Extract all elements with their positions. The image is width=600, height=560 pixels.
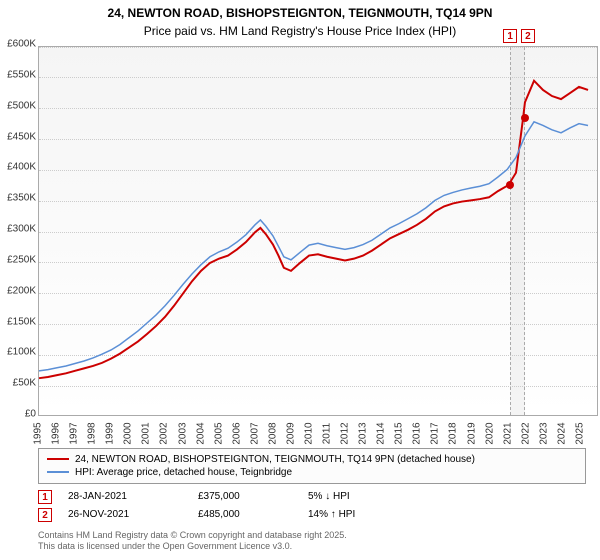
x-axis-tick: 1997 <box>69 422 80 444</box>
sale-hpi-delta: 5% ↓ HPI <box>308 491 418 502</box>
sale-price: £485,000 <box>198 509 308 520</box>
x-axis-tick: 2003 <box>177 422 188 444</box>
sale-hpi-delta: 14% ↑ HPI <box>308 509 418 520</box>
x-axis-tick: 2006 <box>231 422 242 444</box>
y-axis-tick: £250K <box>0 254 36 265</box>
footer-line2: This data is licensed under the Open Gov… <box>38 541 586 553</box>
y-axis-tick: £600K <box>0 39 36 50</box>
legend-label: 24, NEWTON ROAD, BISHOPSTEIGNTON, TEIGNM… <box>75 454 475 465</box>
x-axis-tick: 2019 <box>466 422 477 444</box>
x-axis-tick: 2008 <box>267 422 278 444</box>
legend-swatch <box>47 458 69 460</box>
x-axis-tick: 2018 <box>448 422 459 444</box>
sales-table: 1 28-JAN-2021£375,0005% ↓ HPI 2 26-NOV-2021… <box>38 488 586 524</box>
x-axis-tick: 2004 <box>195 422 206 444</box>
x-axis-tick: 2020 <box>484 422 495 444</box>
y-axis-tick: £300K <box>0 224 36 235</box>
y-axis-tick: £150K <box>0 316 36 327</box>
x-axis-tick: 2007 <box>249 422 260 444</box>
x-axis-tick: 2023 <box>538 422 549 444</box>
y-axis-tick: £0 <box>0 409 36 420</box>
legend-item: HPI: Average price, detached house, Teig… <box>47 466 577 479</box>
y-axis-tick: £500K <box>0 100 36 111</box>
legend-box: 24, NEWTON ROAD, BISHOPSTEIGNTON, TEIGNM… <box>38 448 586 484</box>
x-axis-tick: 2017 <box>430 422 441 444</box>
x-axis-tick: 2000 <box>123 422 134 444</box>
x-axis-tick: 2012 <box>340 422 351 444</box>
x-axis-tick: 2021 <box>502 422 513 444</box>
sale-row: 2 26-NOV-2021£485,00014% ↑ HPI <box>38 506 586 524</box>
chart-plot-area: 12 <box>38 46 598 416</box>
y-axis-tick: £200K <box>0 285 36 296</box>
x-axis-tick: 2010 <box>303 422 314 444</box>
x-axis-tick: 2024 <box>556 422 567 444</box>
chart-container: 24, NEWTON ROAD, BISHOPSTEIGNTON, TEIGNM… <box>0 0 600 560</box>
x-axis-tick: 1998 <box>87 422 98 444</box>
y-axis-tick: £100K <box>0 347 36 358</box>
sale-price: £375,000 <box>198 491 308 502</box>
x-axis-tick: 2011 <box>322 423 333 445</box>
sale-marker-flag: 2 <box>521 29 535 43</box>
y-axis-tick: £450K <box>0 131 36 142</box>
sale-date: 26-NOV-2021 <box>68 509 198 520</box>
x-axis-tick: 2005 <box>213 422 224 444</box>
y-axis-tick: £350K <box>0 193 36 204</box>
sale-number-box: 1 <box>38 490 52 504</box>
x-axis-tick: 2015 <box>394 422 405 444</box>
x-axis-tick: 2001 <box>141 422 152 444</box>
legend-label: HPI: Average price, detached house, Teig… <box>75 467 292 478</box>
x-axis-tick: 2009 <box>285 422 296 444</box>
sale-date: 28-JAN-2021 <box>68 491 198 502</box>
x-axis-tick: 2025 <box>574 422 585 444</box>
chart-title-line1: 24, NEWTON ROAD, BISHOPSTEIGNTON, TEIGNM… <box>0 0 600 24</box>
sale-marker-dot <box>506 181 514 189</box>
sale-marker-dot <box>521 114 529 122</box>
series-line-hpi <box>39 121 588 370</box>
legend-swatch <box>47 471 69 473</box>
y-axis-tick: £550K <box>0 69 36 80</box>
chart-lines <box>39 47 597 415</box>
legend-item: 24, NEWTON ROAD, BISHOPSTEIGNTON, TEIGNM… <box>47 453 577 466</box>
x-axis-tick: 2002 <box>159 422 170 444</box>
x-axis-tick: 2013 <box>358 422 369 444</box>
x-axis-tick: 2014 <box>376 422 387 444</box>
footer-line1: Contains HM Land Registry data © Crown c… <box>38 530 586 542</box>
x-axis-tick: 1995 <box>33 422 44 444</box>
sale-number-box: 2 <box>38 508 52 522</box>
x-axis-tick: 1996 <box>51 422 62 444</box>
x-axis-tick: 1999 <box>105 422 116 444</box>
sale-row: 1 28-JAN-2021£375,0005% ↓ HPI <box>38 488 586 506</box>
x-axis-tick: 2016 <box>412 422 423 444</box>
y-axis-tick: £50K <box>0 378 36 389</box>
sale-marker-flag: 1 <box>503 29 517 43</box>
attribution-footer: Contains HM Land Registry data © Crown c… <box>38 530 586 553</box>
x-axis-tick: 2022 <box>520 422 531 444</box>
y-axis-tick: £400K <box>0 162 36 173</box>
series-line-property <box>39 80 588 377</box>
